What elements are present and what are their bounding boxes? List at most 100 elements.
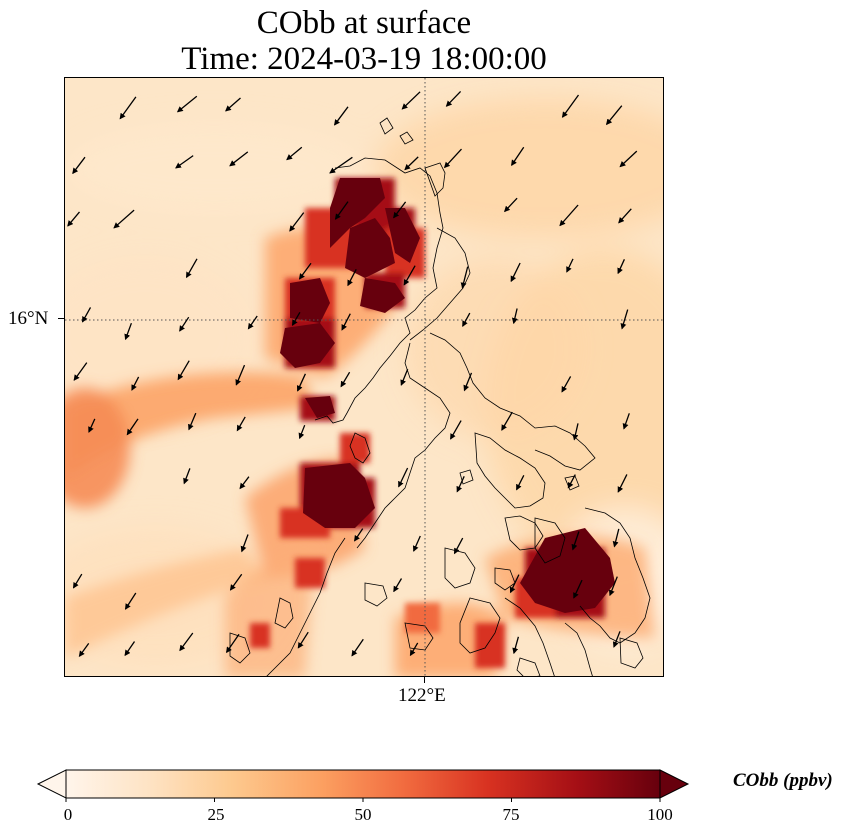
wind-arrow bbox=[67, 211, 80, 227]
wind-arrow bbox=[131, 376, 140, 391]
wind-arrow bbox=[612, 631, 621, 648]
latitude-tick-label: 16°N bbox=[8, 308, 49, 329]
wind-arrow bbox=[183, 468, 191, 485]
wind-arrow bbox=[185, 258, 198, 279]
colorbar-label: CObb (ppbv) bbox=[733, 770, 833, 791]
wind-arrow bbox=[291, 311, 301, 326]
wind-arrow bbox=[175, 155, 194, 169]
wind-arrow bbox=[247, 315, 258, 330]
wind-arrow bbox=[398, 467, 409, 488]
wind-arrow bbox=[73, 362, 88, 381]
wind-arrow bbox=[443, 148, 462, 169]
wind-arrow bbox=[511, 146, 525, 167]
wind-arrow bbox=[617, 474, 628, 493]
wind-arrow bbox=[126, 418, 139, 436]
colorbar-gradient bbox=[65, 769, 661, 799]
wind-arrow bbox=[88, 418, 96, 433]
colorbar bbox=[36, 769, 690, 802]
wind-arrow bbox=[229, 151, 249, 167]
wind-arrow bbox=[297, 631, 309, 649]
wind-arrow bbox=[612, 528, 620, 548]
wind-arrow bbox=[511, 308, 518, 325]
wind-arrow bbox=[78, 643, 90, 658]
wind-arrow bbox=[605, 105, 623, 126]
wind-arrow bbox=[619, 150, 638, 168]
wind-arrow bbox=[445, 90, 462, 107]
wind-arrow bbox=[81, 307, 92, 323]
wind-arrow bbox=[240, 534, 249, 553]
wind-arrow bbox=[298, 424, 306, 440]
wind-vector-layer bbox=[67, 90, 638, 658]
wind-arrow bbox=[501, 411, 513, 431]
wind-arrow bbox=[72, 573, 83, 589]
wind-arrow bbox=[567, 474, 576, 489]
wind-arrow bbox=[124, 322, 133, 341]
wind-arrow bbox=[561, 94, 580, 118]
wind-arrow bbox=[572, 423, 579, 441]
wind-arrow bbox=[334, 106, 349, 126]
colorbar-tick-label-0: 0 bbox=[63, 805, 73, 824]
longitude-tick-label: 122°E bbox=[398, 685, 446, 706]
wind-arrow bbox=[622, 413, 630, 430]
colorbar-tick-marks bbox=[65, 798, 661, 802]
wind-arrow bbox=[334, 201, 349, 220]
wind-arrow bbox=[510, 262, 521, 283]
wind-arrow bbox=[401, 91, 421, 110]
wind-arrow bbox=[559, 204, 579, 227]
gridline-layer bbox=[65, 78, 663, 676]
lon-tick-mark bbox=[424, 677, 425, 683]
wind-arrow bbox=[463, 372, 473, 392]
colorbar-tick-label-75: 75 bbox=[502, 805, 520, 824]
map-title-line-2: Time: 2024-03-19 18:00:00 bbox=[181, 41, 547, 77]
wind-arrow bbox=[239, 476, 250, 490]
wind-arrow bbox=[561, 376, 572, 393]
colorbar-tick-label-25: 25 bbox=[207, 805, 225, 824]
colorbar-extend-min bbox=[36, 769, 67, 799]
wind-arrow bbox=[460, 266, 469, 289]
wind-arrow bbox=[509, 574, 520, 594]
wind-arrow bbox=[286, 146, 303, 161]
wind-arrow bbox=[179, 316, 190, 332]
wind-arrow bbox=[404, 156, 419, 171]
wind-arrow bbox=[403, 265, 416, 286]
wind-arrow bbox=[393, 578, 403, 593]
wind-arrow bbox=[571, 531, 580, 551]
wind-arrow bbox=[462, 312, 471, 327]
wind-arrow bbox=[450, 420, 462, 440]
wind-arrow bbox=[235, 364, 246, 386]
wind-arrow bbox=[176, 95, 198, 113]
wind-arrow bbox=[296, 373, 306, 392]
wind-arrow bbox=[329, 156, 353, 174]
lat-tick-mark bbox=[58, 318, 64, 319]
wind-arrow bbox=[289, 212, 305, 232]
wind-arrow bbox=[618, 208, 632, 224]
wind-arrow bbox=[341, 313, 351, 331]
map-title-line-1: CObb at surface bbox=[256, 5, 472, 41]
wind-arrow bbox=[188, 412, 197, 431]
wind-arrow bbox=[179, 632, 194, 652]
wind-arrow bbox=[608, 576, 618, 597]
wind-arrow bbox=[177, 360, 190, 381]
wind-arrow bbox=[412, 535, 421, 552]
wind-arrow bbox=[620, 309, 629, 330]
colorbar-extend-max bbox=[659, 769, 690, 799]
wind-arrow bbox=[225, 97, 241, 112]
wind-arrow bbox=[124, 641, 136, 657]
colorbar-tick-label-100: 100 bbox=[647, 805, 673, 824]
wind-arrow bbox=[409, 642, 419, 657]
colorbar-tick-label-50: 50 bbox=[354, 805, 372, 824]
wind-arrow bbox=[573, 579, 583, 599]
wind-arrow bbox=[351, 638, 364, 657]
wind-arrow bbox=[456, 476, 465, 493]
map-panel bbox=[64, 77, 664, 677]
concentration-map bbox=[65, 78, 663, 676]
wind-arrow bbox=[566, 258, 574, 273]
wind-arrow bbox=[512, 636, 520, 655]
wind-arrow bbox=[516, 475, 525, 491]
wind-arrow bbox=[340, 371, 351, 388]
wind-arrow bbox=[393, 201, 407, 219]
hotspot-core-layer bbox=[280, 178, 615, 613]
wind-arrow bbox=[113, 209, 135, 229]
wind-arrow bbox=[298, 262, 312, 280]
wind-arrow bbox=[347, 269, 357, 287]
